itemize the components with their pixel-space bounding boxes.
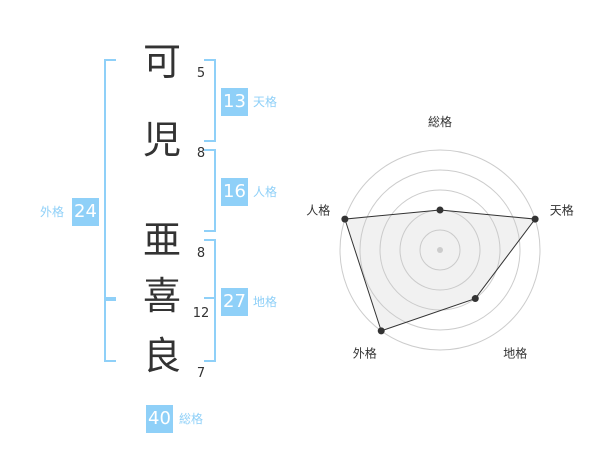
- chikaku-value: 27: [221, 288, 248, 316]
- radar-axis-label: 天格: [550, 202, 574, 217]
- char-5: 良: [142, 334, 181, 378]
- radar-ring: [339, 149, 541, 351]
- jinkaku-label: 人格: [253, 185, 278, 199]
- radar-point: [471, 295, 479, 303]
- strokes-5: 7: [196, 366, 206, 381]
- char-2: 児: [142, 118, 181, 162]
- char-3: 亜: [142, 218, 181, 262]
- char-1: 可: [142, 40, 181, 84]
- char-4: 喜: [142, 274, 181, 318]
- radar-point: [377, 327, 385, 335]
- strokes-1: 5: [196, 66, 206, 81]
- radar-axis-label: 外格: [353, 346, 377, 361]
- soukaku-label: 総格: [179, 412, 204, 426]
- gaikaku-value: 24: [72, 198, 99, 226]
- radar-point: [531, 215, 539, 223]
- chikaku-label: 地格: [253, 295, 278, 309]
- gaikaku-bracket-top: [104, 59, 116, 301]
- gaikaku-bracket-bottom: [104, 297, 116, 362]
- jinkaku-bracket: [204, 149, 216, 232]
- chikaku-tick: [204, 297, 214, 299]
- radar-ring: [359, 169, 521, 331]
- radar-ring: [419, 229, 461, 271]
- radar-axis-label: 総格: [428, 114, 452, 129]
- gaikaku-label: 外格: [40, 205, 65, 219]
- strokes-3: 8: [196, 246, 206, 261]
- radar-center: [437, 247, 443, 253]
- tenkaku-value: 13: [221, 88, 248, 116]
- radar-ring: [379, 189, 501, 311]
- radar-axis-label: 人格: [306, 202, 330, 217]
- tenkaku-label: 天格: [253, 95, 278, 109]
- radar-point: [436, 206, 444, 214]
- radar-axis-label: 地格: [503, 346, 527, 361]
- strokes-4: 12: [192, 306, 210, 321]
- tenkaku-bracket: [204, 59, 216, 142]
- radar-area: [344, 209, 537, 332]
- strokes-2: 8: [196, 146, 206, 161]
- jinkaku-value: 16: [221, 178, 248, 206]
- chikaku-bracket: [204, 239, 216, 362]
- soukaku-value: 40: [146, 405, 173, 433]
- radar-point: [341, 215, 349, 223]
